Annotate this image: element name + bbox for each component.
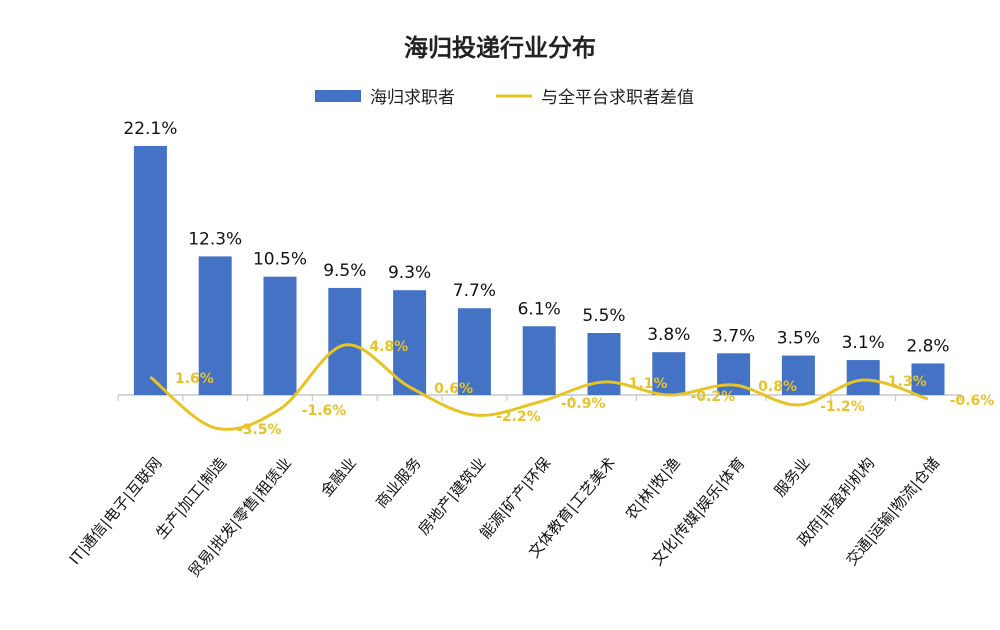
bar: [652, 352, 686, 395]
diff-value-label: -2.2%: [496, 409, 541, 425]
diff-value-label: -1.2%: [820, 399, 865, 415]
bar-value-label: 2.8%: [906, 336, 949, 356]
bar: [198, 256, 232, 395]
bar-value-label: 12.3%: [188, 229, 242, 249]
bar: [263, 276, 297, 395]
chart-title: 海归投递行业分布: [404, 34, 596, 62]
bar-value-label: 7.7%: [453, 281, 496, 301]
plot-area: 22.1%IT|通信|电子|互联网12.3%生产|加工|制造10.5%贸易|批发…: [66, 119, 995, 581]
bar-value-label: 5.5%: [582, 306, 625, 326]
diff-value-label: -1.6%: [302, 403, 347, 419]
bar-value-label: 3.5%: [777, 329, 820, 349]
category-tick-label: 商业服务: [372, 454, 424, 512]
diff-value-label: -0.2%: [690, 389, 735, 405]
bar-value-label: 9.3%: [388, 263, 431, 283]
diff-value-label: 0.8%: [758, 379, 797, 395]
bar: [522, 326, 556, 395]
category-tick-label: 服务业: [771, 454, 814, 500]
legend-bar-swatch: [315, 90, 361, 102]
bar-value-label: 10.5%: [253, 250, 307, 270]
bar: [457, 308, 491, 395]
bar: [846, 360, 880, 395]
category-tick-label: 金融业: [317, 454, 360, 500]
legend-bar-label: 海归求职者: [370, 88, 455, 108]
bar-value-label: 22.1%: [123, 119, 177, 139]
diff-value-label: -0.6%: [950, 393, 995, 409]
category-tick-label: 农|林|牧|渔: [622, 454, 684, 523]
bar-value-label: 3.1%: [842, 333, 885, 353]
bar-value-label: 3.8%: [647, 325, 690, 345]
diff-value-label: -0.9%: [561, 396, 606, 412]
bar-value-label: 6.1%: [518, 299, 561, 319]
bar-value-label: 3.7%: [712, 326, 755, 346]
diff-value-label: 1.1%: [629, 376, 668, 392]
diff-value-label: 0.6%: [434, 381, 473, 397]
bar-value-label: 9.5%: [323, 261, 366, 281]
bar: [781, 355, 815, 395]
diff-value-label: 4.8%: [369, 339, 408, 355]
bar: [587, 333, 621, 395]
diff-value-label: 1.6%: [175, 371, 214, 387]
category-tick-label: 房地产|建筑业: [415, 454, 490, 538]
bar: [133, 145, 167, 395]
bar: [328, 287, 362, 395]
category-tick-label: IT|通信|电子|互联网: [66, 454, 166, 568]
diff-value-label: 1.3%: [888, 374, 927, 390]
diff-line: [149, 343, 929, 431]
bar: [911, 363, 945, 395]
legend-line-label: 与全平台求职者差值: [541, 88, 694, 108]
legend: 海归求职者 与全平台求职者差值: [315, 88, 694, 108]
diff-value-label: -3.5%: [237, 422, 282, 438]
